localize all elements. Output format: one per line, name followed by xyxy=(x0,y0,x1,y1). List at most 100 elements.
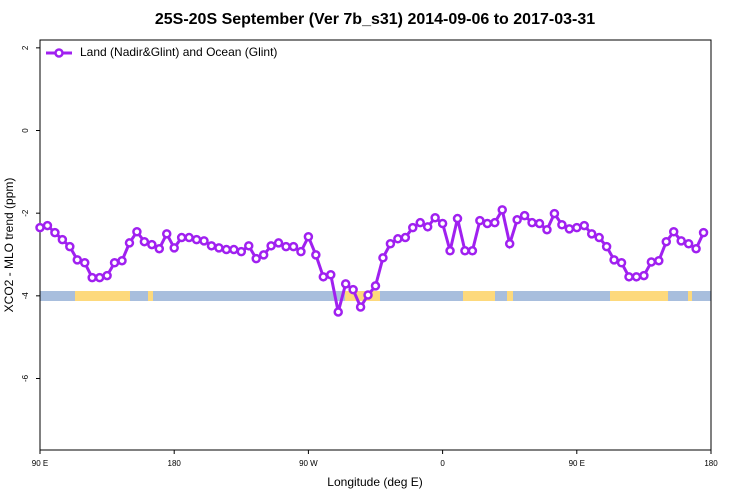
data-point xyxy=(527,217,537,228)
data-point xyxy=(176,232,187,243)
data-point xyxy=(311,250,321,260)
data-point xyxy=(87,272,97,283)
data-point xyxy=(654,255,664,266)
data-point xyxy=(273,238,284,248)
legend-marker xyxy=(54,48,64,58)
data-point xyxy=(65,241,75,252)
data-point xyxy=(333,307,343,317)
data-point xyxy=(229,244,239,255)
data-point xyxy=(609,255,619,265)
data-point xyxy=(415,217,425,228)
data-point xyxy=(124,238,135,248)
x-tick-label: 180 xyxy=(168,459,182,468)
data-point xyxy=(437,218,448,229)
data-point xyxy=(519,210,530,221)
data-point xyxy=(206,241,217,251)
data-point xyxy=(661,236,672,247)
data-point xyxy=(430,212,440,223)
data-point xyxy=(698,227,709,238)
data-point xyxy=(490,217,500,228)
data-point xyxy=(445,246,455,256)
data-point xyxy=(594,232,604,243)
x-axis-label: Longitude (deg E) xyxy=(327,475,422,489)
data-point xyxy=(199,236,209,246)
y-tick-label: -6 xyxy=(21,374,30,382)
data-point xyxy=(497,205,507,215)
x-tick-label: 90 W xyxy=(299,459,318,468)
data-point xyxy=(624,272,634,282)
legend-label: Land (Nadir&Glint) and Ocean (Glint) xyxy=(80,45,277,59)
x-tick-label: 180 xyxy=(704,459,718,468)
data-point xyxy=(303,231,314,242)
data-point xyxy=(35,222,45,233)
data-point xyxy=(676,236,686,246)
land-band xyxy=(507,291,513,301)
data-point xyxy=(72,255,83,265)
data-point xyxy=(549,208,560,219)
data-point xyxy=(572,222,582,233)
land-band xyxy=(75,291,130,301)
data-point xyxy=(296,246,306,257)
data-point xyxy=(601,241,612,252)
chart-title: 25S-20S September (Ver 7b_s31) 2014-09-0… xyxy=(155,11,595,28)
x-tick-label: 0 xyxy=(440,459,445,468)
y-tick-label: 2 xyxy=(21,45,30,50)
land-band xyxy=(345,291,380,301)
land-band xyxy=(148,291,153,301)
data-point xyxy=(467,246,478,256)
x-tick-label: 90 E xyxy=(569,459,585,468)
data-point xyxy=(266,241,276,251)
x-tick-label: 90 E xyxy=(32,459,48,468)
data-point xyxy=(370,281,381,291)
data-point xyxy=(504,239,515,249)
data-point xyxy=(542,224,552,235)
data-point xyxy=(147,239,157,250)
data-point xyxy=(214,243,224,253)
data-point xyxy=(79,258,90,268)
data-point xyxy=(422,222,433,232)
data-point xyxy=(557,219,567,230)
data-point xyxy=(184,232,194,243)
land-band xyxy=(463,291,495,301)
data-point xyxy=(318,272,329,282)
data-point xyxy=(326,270,336,280)
plot-frame xyxy=(39,39,712,451)
data-point xyxy=(616,258,627,268)
data-point xyxy=(191,234,202,245)
data-point xyxy=(579,220,590,231)
data-point xyxy=(221,244,232,255)
data-point xyxy=(668,227,679,237)
data-point xyxy=(512,215,522,225)
data-point xyxy=(460,246,470,256)
y-axis-label: XCO2 - MLO trend (ppm) xyxy=(2,178,16,313)
data-point xyxy=(355,302,366,312)
data-point xyxy=(393,234,403,244)
data-point xyxy=(169,243,179,253)
data-point xyxy=(363,290,373,300)
data-point xyxy=(50,227,60,238)
data-point xyxy=(102,270,112,281)
data-point xyxy=(117,255,127,266)
data-point xyxy=(482,218,493,229)
data-point xyxy=(132,227,142,237)
data-point xyxy=(109,258,120,268)
data-point xyxy=(683,239,694,249)
y-tick-label: -2 xyxy=(21,209,30,217)
data-point xyxy=(631,272,642,282)
data-point xyxy=(94,272,105,283)
land-mask xyxy=(40,291,711,301)
y-tick-label: -4 xyxy=(21,292,30,300)
y-tick-label: 0 xyxy=(21,128,30,133)
data-point xyxy=(586,229,597,239)
data-point xyxy=(244,241,254,251)
data-point xyxy=(348,284,358,295)
data-point xyxy=(385,239,396,249)
data-point xyxy=(251,253,261,264)
data-point xyxy=(408,222,418,233)
land-band xyxy=(688,291,692,301)
data-point xyxy=(340,279,351,289)
data-point xyxy=(378,253,388,263)
data-point xyxy=(154,243,165,254)
data-point xyxy=(534,218,545,229)
